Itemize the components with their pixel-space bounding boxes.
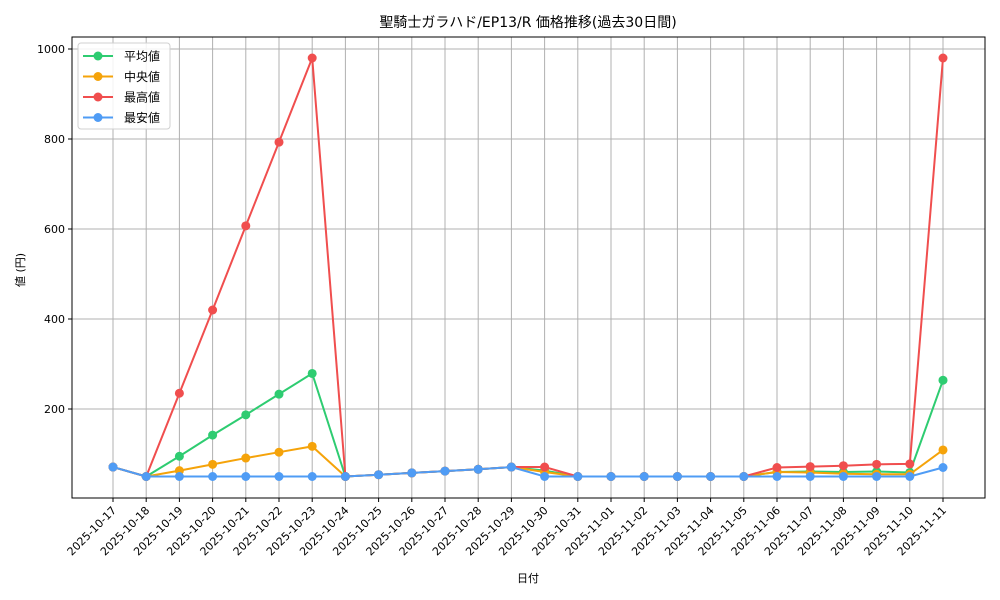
data-point — [208, 305, 218, 315]
data-point — [241, 472, 251, 481]
series-line — [108, 441, 948, 481]
legend-box — [77, 42, 171, 130]
data-point — [772, 472, 782, 481]
data-point — [838, 472, 848, 481]
data-point — [241, 410, 251, 420]
series-line — [108, 368, 948, 481]
data-point — [108, 462, 118, 472]
data-point — [340, 472, 350, 481]
data-point — [241, 453, 251, 463]
legend-marker-icon — [93, 51, 103, 61]
data-point — [739, 472, 749, 481]
data-point — [938, 375, 948, 385]
data-point — [174, 451, 184, 461]
data-point — [407, 468, 417, 478]
data-point — [772, 463, 782, 472]
x-axis-label: 日付 — [517, 572, 539, 585]
y-tick-label: 200 — [44, 403, 65, 416]
data-point — [805, 462, 815, 472]
data-point — [274, 472, 284, 481]
data-point — [672, 472, 682, 481]
legend-label: 最高値 — [124, 90, 160, 105]
data-point — [938, 53, 948, 63]
data-series — [108, 53, 948, 481]
data-point — [606, 472, 616, 481]
y-axis-label: 値 (円) — [14, 253, 27, 287]
data-point — [540, 472, 550, 481]
data-point — [274, 389, 284, 399]
y-tick-label: 800 — [44, 133, 65, 146]
y-tick-label: 600 — [44, 223, 65, 236]
data-point — [706, 472, 716, 481]
data-point — [374, 470, 384, 480]
legend-label: 最安値 — [124, 110, 160, 125]
plot-frame — [71, 36, 986, 499]
data-point — [174, 472, 184, 481]
data-point — [805, 472, 815, 481]
data-point — [506, 462, 516, 472]
data-point — [440, 466, 450, 476]
data-point — [473, 464, 483, 474]
grid-lines — [72, 37, 985, 498]
data-point — [174, 388, 184, 398]
x-axis: 2025-10-172025-10-182025-10-192025-10-20… — [65, 498, 949, 558]
data-point — [307, 53, 317, 63]
data-point — [838, 461, 848, 471]
data-point — [307, 368, 317, 378]
data-point — [905, 472, 915, 481]
data-point — [938, 463, 948, 472]
data-point — [307, 472, 317, 481]
legend-label: 平均値 — [124, 49, 160, 64]
legend-item: 最高値 — [83, 90, 160, 105]
data-point — [872, 459, 882, 469]
legend-item: 最安値 — [83, 110, 160, 125]
series-line — [108, 53, 948, 481]
legend-item: 平均値 — [83, 49, 160, 64]
legend-marker-icon — [93, 92, 103, 102]
data-point — [141, 472, 151, 481]
data-point — [274, 137, 284, 147]
data-point — [208, 430, 218, 440]
data-point — [639, 472, 649, 481]
legend-marker-icon — [93, 72, 103, 81]
data-point — [573, 472, 583, 481]
y-tick-label: 400 — [44, 313, 65, 326]
data-point — [208, 472, 218, 481]
data-point — [208, 459, 218, 469]
data-point — [872, 472, 882, 481]
data-point — [241, 221, 251, 231]
chart-title: 聖騎士ガラハド/EP13/R 価格推移(過去30日間) — [379, 15, 676, 31]
series-line — [108, 462, 948, 481]
data-point — [540, 462, 550, 472]
data-point — [905, 459, 915, 469]
legend-label: 中央値 — [124, 69, 160, 84]
y-tick-label: 1000 — [37, 43, 65, 56]
legend-marker-icon — [93, 113, 103, 122]
data-point — [938, 445, 948, 455]
data-point — [307, 441, 317, 451]
data-point — [274, 447, 284, 457]
y-axis: 200 400 600 800 1000 — [37, 43, 72, 416]
legend-item: 中央値 — [83, 69, 160, 84]
